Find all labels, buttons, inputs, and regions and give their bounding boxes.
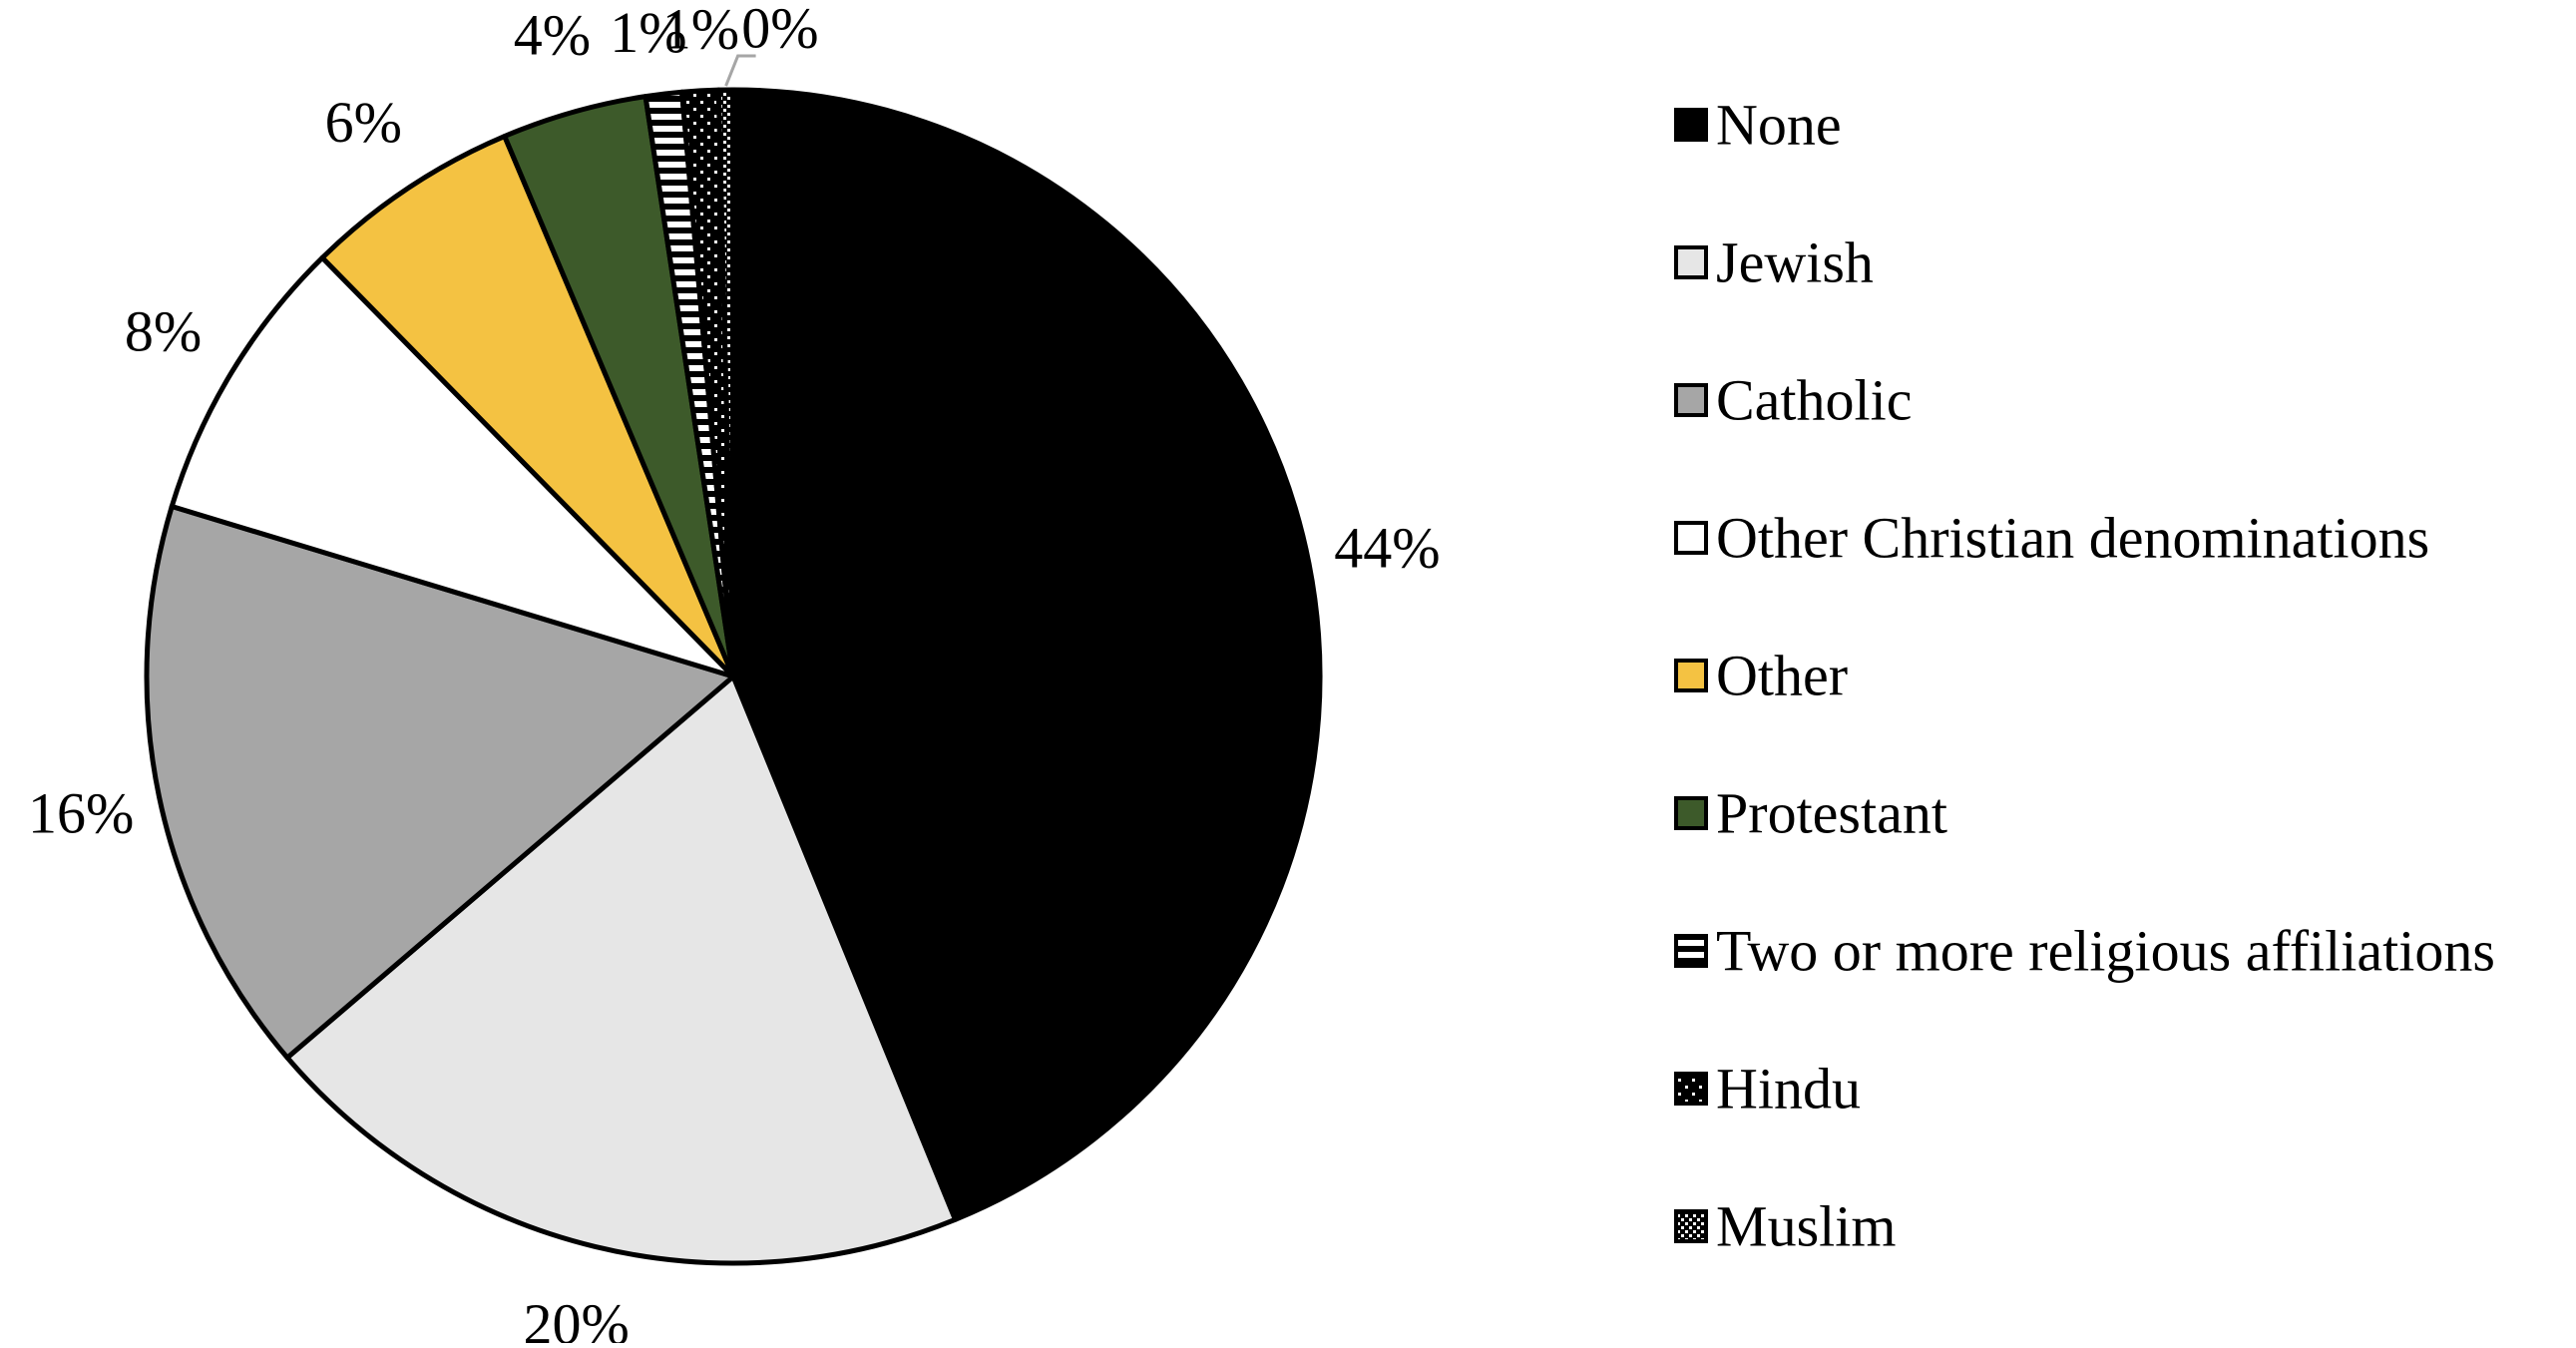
legend-item-other: Other	[1674, 644, 1848, 708]
legend-swatch-hindu	[1674, 1072, 1708, 1106]
data-label-two-or-more-religious-affiliations: 1%	[610, 0, 686, 65]
pie-slice-catholic	[144, 504, 736, 1061]
data-label-other: 6%	[325, 90, 402, 155]
data-label-other-christian-denominations: 8%	[125, 299, 202, 364]
legend-swatch-none	[1674, 108, 1708, 142]
pie-data-labels: 44%20%16%8%6%4% 1%1% 0%	[28, 0, 1441, 1348]
leader-line-muslim	[724, 54, 756, 87]
legend-label-jewish: Jewish	[1716, 230, 1874, 295]
data-label-protestant: 4%	[514, 3, 591, 68]
legend-item-hindu: Hindu	[1674, 1057, 1861, 1122]
pie-slices	[144, 87, 1323, 1266]
legend-label-other: Other	[1716, 644, 1848, 708]
legend-swatch-protestant	[1674, 796, 1708, 830]
data-label-hindu: 1%	[662, 0, 739, 62]
legend-item-jewish: Jewish	[1674, 230, 1874, 295]
pie-slice-muslim	[715, 87, 736, 679]
legend-item-two-or-more-religious-affiliations: Two or more religious affiliations	[1674, 919, 2495, 984]
legend-label-catholic: Catholic	[1716, 368, 1913, 433]
pie-slice-none	[730, 87, 1323, 1222]
legend-label-hindu: Hindu	[1716, 1057, 1861, 1122]
legend-swatch-other-christian-denominations	[1674, 521, 1708, 555]
legend-item-other-christian-denominations: Other Christian denominations	[1674, 506, 2429, 571]
legend-label-other-christian-denominations: Other Christian denominations	[1716, 506, 2429, 571]
legend-swatch-two-or-more-religious-affiliations	[1674, 934, 1708, 968]
legend-swatch-other	[1674, 659, 1708, 692]
legend-swatch-catholic	[1674, 383, 1708, 417]
data-label-none: 44%	[1334, 516, 1440, 581]
legend-label-muslim: Muslim	[1716, 1194, 1897, 1259]
legend-swatch-jewish	[1674, 245, 1708, 279]
pie-slice-other-christian-denominations	[169, 254, 736, 679]
legend-item-protestant: Protestant	[1674, 781, 1947, 846]
data-label-jewish: 20%	[523, 1292, 629, 1343]
legend-item-catholic: Catholic	[1674, 368, 1913, 433]
chart-legend: None Jewish Catholic Other Christian denomi…	[1674, 93, 2495, 1259]
legend-label-protestant: Protestant	[1716, 781, 1947, 846]
legend-swatch-muslim	[1674, 1209, 1708, 1243]
data-label-muslim: 0%	[741, 0, 818, 61]
legend-item-muslim: Muslim	[1674, 1194, 1897, 1259]
pie-slice-other	[319, 134, 736, 679]
data-label-catholic: 16%	[28, 780, 134, 845]
legend-item-none: None	[1674, 93, 1842, 158]
pie-slice-jewish	[284, 674, 958, 1266]
legend-label-none: None	[1716, 93, 1842, 158]
legend-label-two-or-more-religious-affiliations: Two or more religious affiliations	[1716, 919, 2495, 984]
